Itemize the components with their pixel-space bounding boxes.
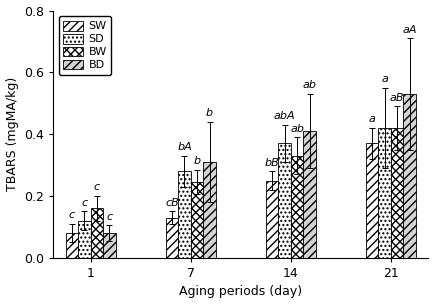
Bar bbox=[278, 143, 291, 258]
Bar bbox=[178, 171, 191, 258]
Bar bbox=[303, 131, 316, 258]
Text: c: c bbox=[81, 198, 88, 208]
Y-axis label: TBARS (mgMA/kg): TBARS (mgMA/kg) bbox=[6, 77, 19, 191]
Text: a: a bbox=[369, 114, 375, 124]
Bar bbox=[391, 128, 404, 258]
Bar bbox=[291, 156, 303, 258]
Legend: SW, SD, BW, BD: SW, SD, BW, BD bbox=[59, 16, 112, 75]
Bar bbox=[378, 128, 391, 258]
Text: aB: aB bbox=[390, 93, 404, 103]
Bar bbox=[78, 221, 91, 258]
Text: ab: ab bbox=[290, 124, 304, 133]
X-axis label: Aging periods (day): Aging periods (day) bbox=[179, 285, 302, 299]
Bar bbox=[366, 143, 378, 258]
Text: abA: abA bbox=[274, 111, 296, 121]
Text: c: c bbox=[94, 182, 100, 192]
Text: ab: ab bbox=[302, 80, 316, 90]
Bar bbox=[266, 181, 278, 258]
Text: bA: bA bbox=[177, 142, 192, 152]
Text: aA: aA bbox=[402, 25, 417, 35]
Bar bbox=[91, 209, 103, 258]
Bar bbox=[166, 218, 178, 258]
Bar bbox=[404, 94, 416, 258]
Text: cB: cB bbox=[165, 198, 179, 208]
Text: c: c bbox=[106, 212, 112, 222]
Bar bbox=[66, 233, 78, 258]
Text: b: b bbox=[206, 108, 213, 118]
Text: bB: bB bbox=[265, 157, 279, 168]
Bar bbox=[203, 162, 216, 258]
Text: c: c bbox=[69, 210, 75, 220]
Text: b: b bbox=[194, 156, 201, 166]
Text: a: a bbox=[381, 74, 388, 84]
Bar bbox=[103, 233, 116, 258]
Bar bbox=[191, 182, 203, 258]
